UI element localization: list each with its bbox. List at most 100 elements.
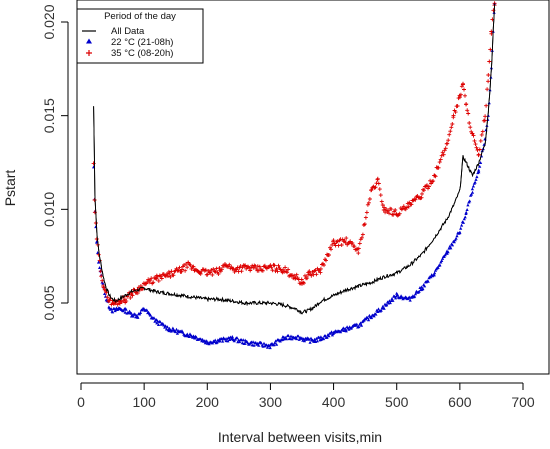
point-22c (366, 316, 370, 320)
point-22c (103, 292, 107, 295)
point-22c (413, 292, 418, 296)
point-35c (158, 274, 163, 279)
point-22c (152, 316, 156, 320)
point-35c (472, 138, 477, 143)
point-35c (198, 271, 203, 276)
point-22c (101, 281, 105, 285)
point-22c (164, 324, 168, 328)
point-22c (111, 310, 115, 314)
point-35c (356, 246, 361, 251)
point-35c (406, 204, 411, 209)
point-22c (420, 285, 424, 289)
point-35c (352, 244, 357, 249)
point-35c (486, 79, 491, 84)
point-35c (393, 208, 398, 212)
point-22c (433, 268, 438, 272)
point-35c (100, 278, 105, 283)
point-22c (477, 168, 481, 172)
point-22c (465, 208, 469, 211)
point-22c (238, 340, 242, 344)
x-axis-title: Interval between visits,min (218, 429, 382, 445)
legend: Period of the day All Data 22 °C (21-08h… (76, 8, 204, 64)
point-35c (482, 118, 487, 123)
point-22c (374, 312, 378, 316)
point-35c (467, 121, 472, 125)
point-22c (203, 341, 207, 345)
point-22c (464, 210, 468, 214)
point-35c (303, 273, 307, 278)
point-35c (149, 276, 154, 281)
point-35c (475, 148, 480, 153)
point-35c (471, 133, 476, 138)
point-35c (309, 273, 314, 278)
point-22c (440, 259, 444, 262)
point-35c (104, 290, 109, 295)
point-35c (447, 132, 452, 137)
point-35c (463, 93, 467, 98)
point-22c (452, 240, 456, 244)
point-22c (221, 339, 225, 343)
point-22c (218, 339, 222, 343)
point-22c (302, 339, 307, 343)
point-35c (440, 150, 445, 155)
plot-frame (76, 0, 550, 375)
point-22c (251, 340, 255, 344)
point-22c (262, 341, 266, 345)
point-35c (378, 193, 383, 198)
point-35c (422, 188, 426, 193)
legend-label-35c: 35 °C (08-20h) (111, 48, 173, 59)
point-35c (146, 277, 151, 282)
point-35c (203, 267, 208, 272)
point-35c (244, 266, 249, 271)
point-22c (341, 326, 345, 330)
point-35c (419, 195, 424, 200)
legend-title: Period of the day (104, 11, 176, 22)
point-22c (273, 341, 277, 345)
point-35c (130, 293, 135, 298)
point-22c (175, 331, 179, 335)
point-22c (325, 335, 329, 339)
point-22c (450, 243, 455, 247)
point-35c (216, 272, 221, 276)
point-35c (377, 187, 382, 192)
point-35c (179, 269, 184, 274)
point-22c (473, 180, 477, 184)
x-tick-label: 700 (511, 394, 535, 410)
point-35c (433, 174, 438, 179)
point-22c (133, 312, 137, 316)
point-35c (248, 268, 253, 273)
point-35c (234, 267, 239, 272)
point-35c (269, 265, 274, 270)
point-35c (329, 247, 333, 252)
point-22c (468, 199, 472, 203)
point-22c (369, 315, 374, 319)
point-35c (185, 265, 190, 270)
point-35c (191, 264, 196, 269)
point-22c (339, 330, 343, 334)
point-35c (339, 243, 344, 247)
point-35c (484, 103, 489, 108)
point-22c (423, 284, 427, 288)
point-22c (454, 236, 458, 240)
point-35c (479, 132, 484, 137)
point-22c (275, 342, 279, 346)
point-35c (274, 266, 279, 271)
point-22c (445, 251, 449, 255)
point-22c (155, 321, 159, 325)
point-22c (295, 337, 299, 341)
point-35c (458, 92, 463, 97)
point-35c (446, 138, 451, 143)
point-22c (307, 337, 311, 341)
point-35c (314, 272, 319, 277)
point-35c (213, 269, 218, 274)
point-22c (394, 296, 398, 300)
point-35c (369, 187, 374, 192)
point-22c (259, 341, 263, 345)
point-35c (232, 269, 237, 274)
point-35c (330, 242, 335, 247)
point-22c (417, 289, 421, 293)
y-tick-label: 0.015 (41, 98, 57, 133)
point-22c (286, 334, 290, 337)
point-22c (304, 337, 308, 341)
point-22c (235, 336, 239, 340)
